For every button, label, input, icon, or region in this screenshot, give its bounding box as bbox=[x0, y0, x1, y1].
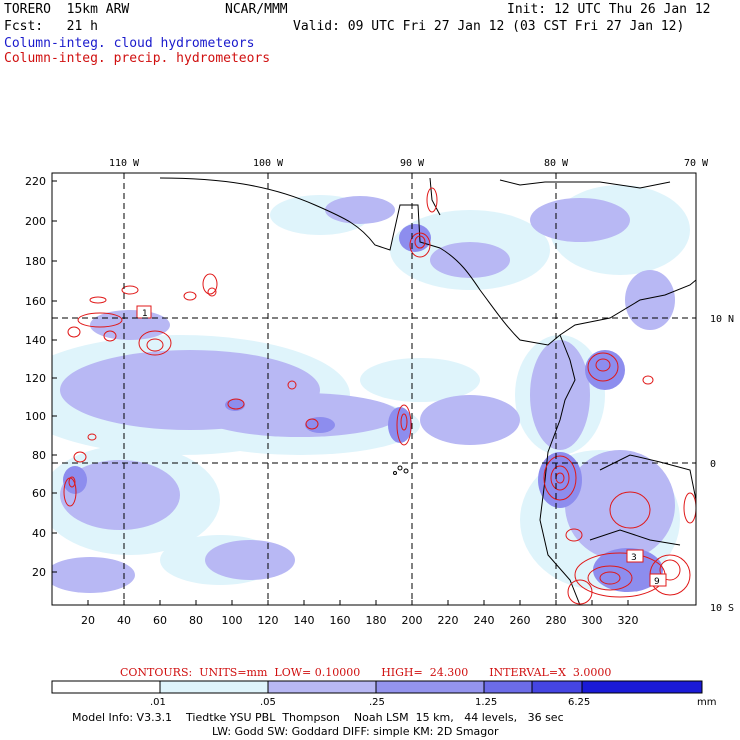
colorbar-segment bbox=[159, 680, 269, 694]
coastline bbox=[159, 177, 696, 605]
init-time: Init: 12 UTC Thu 26 Jan 12 bbox=[507, 2, 711, 17]
lon-label: 70 W bbox=[684, 158, 709, 169]
lat-label: 0 bbox=[710, 459, 716, 470]
colorbar-segment bbox=[483, 680, 533, 694]
lat-label: 10 N bbox=[710, 314, 734, 325]
colorbar-unit: mm bbox=[697, 697, 717, 708]
contour-label: 9 bbox=[654, 577, 660, 587]
contour-label: 1 bbox=[142, 309, 148, 319]
y-tick-label: 120 bbox=[25, 372, 46, 385]
model-physics: LW: Godd SW: Goddard DIFF: simple KM: 2D… bbox=[212, 725, 499, 738]
x-tick-label: 100 bbox=[222, 614, 243, 627]
contour-info: CONTOURS: UNITS=mm LOW= 0.10000 HIGH= 24… bbox=[120, 666, 612, 679]
y-tick-label: 100 bbox=[25, 410, 46, 423]
forecast-hour: Fcst: 21 h bbox=[4, 19, 98, 34]
y-tick-label: 220 bbox=[25, 175, 46, 188]
colorbar-segment bbox=[375, 680, 485, 694]
y-tick-label: 200 bbox=[25, 215, 46, 228]
x-tick-label: 200 bbox=[402, 614, 423, 627]
colorbar bbox=[51, 680, 703, 694]
lon-label: 100 W bbox=[253, 158, 284, 169]
colorbar-segment bbox=[531, 680, 583, 694]
x-tick-label: 20 bbox=[81, 614, 95, 627]
x-tick-label: 120 bbox=[258, 614, 279, 627]
y-tick-label: 20 bbox=[32, 566, 46, 579]
y-tick-label: 160 bbox=[25, 295, 46, 308]
lat-label: 10 S bbox=[710, 603, 734, 614]
colorbar-label: .05 bbox=[260, 697, 276, 708]
colorbar-label: 1.25 bbox=[475, 697, 498, 708]
x-tick-label: 180 bbox=[366, 614, 387, 627]
colorbar-segment bbox=[581, 680, 703, 694]
colorbar-label: 6.25 bbox=[568, 697, 591, 708]
x-tick-label: 220 bbox=[438, 614, 459, 627]
x-tick-label: 60 bbox=[153, 614, 167, 627]
axis-ticks bbox=[52, 180, 629, 605]
lon-label: 80 W bbox=[544, 158, 569, 169]
field-precip: Column-integ. precip. hydrometeors bbox=[4, 51, 271, 66]
model-title: TORERO 15km ARW bbox=[4, 2, 130, 17]
colorbar-segment bbox=[51, 680, 161, 694]
model-info: Model Info: V3.3.1 Tiedtke YSU PBL Thomp… bbox=[72, 711, 564, 724]
graticule bbox=[52, 173, 696, 605]
x-tick-label: 240 bbox=[474, 614, 495, 627]
plot-frame bbox=[51, 172, 697, 606]
field-cloud: Column-integ. cloud hydrometeors bbox=[4, 36, 255, 51]
center-name: NCAR/MMM bbox=[225, 2, 288, 17]
x-tick-label: 260 bbox=[510, 614, 531, 627]
x-tick-label: 140 bbox=[294, 614, 315, 627]
x-tick-label: 80 bbox=[189, 614, 203, 627]
contour-label: 3 bbox=[631, 553, 637, 563]
y-tick-label: 140 bbox=[25, 334, 46, 347]
y-tick-label: 80 bbox=[32, 449, 46, 462]
x-tick-label: 300 bbox=[582, 614, 603, 627]
x-tick-label: 320 bbox=[618, 614, 639, 627]
y-tick-label: 40 bbox=[32, 527, 46, 540]
precip-contours bbox=[63, 187, 696, 605]
valid-time: Valid: 09 UTC Fri 27 Jan 12 (03 CST Fri … bbox=[293, 19, 685, 34]
colorbar-segment bbox=[267, 680, 377, 694]
colorbar-label: .01 bbox=[150, 697, 166, 708]
hydrometeor-map: 1 3 9 110 W 100 W 90 W 80 W bbox=[25, 158, 734, 627]
lon-label: 110 W bbox=[109, 158, 140, 169]
x-tick-label: 40 bbox=[117, 614, 131, 627]
contour-labels: 1 3 9 bbox=[136, 305, 667, 587]
x-tick-label: 160 bbox=[330, 614, 351, 627]
lon-label: 90 W bbox=[400, 158, 425, 169]
y-tick-label: 60 bbox=[32, 487, 46, 500]
colorbar-label: .25 bbox=[369, 697, 385, 708]
y-tick-label: 180 bbox=[25, 255, 46, 268]
x-tick-label: 280 bbox=[546, 614, 567, 627]
